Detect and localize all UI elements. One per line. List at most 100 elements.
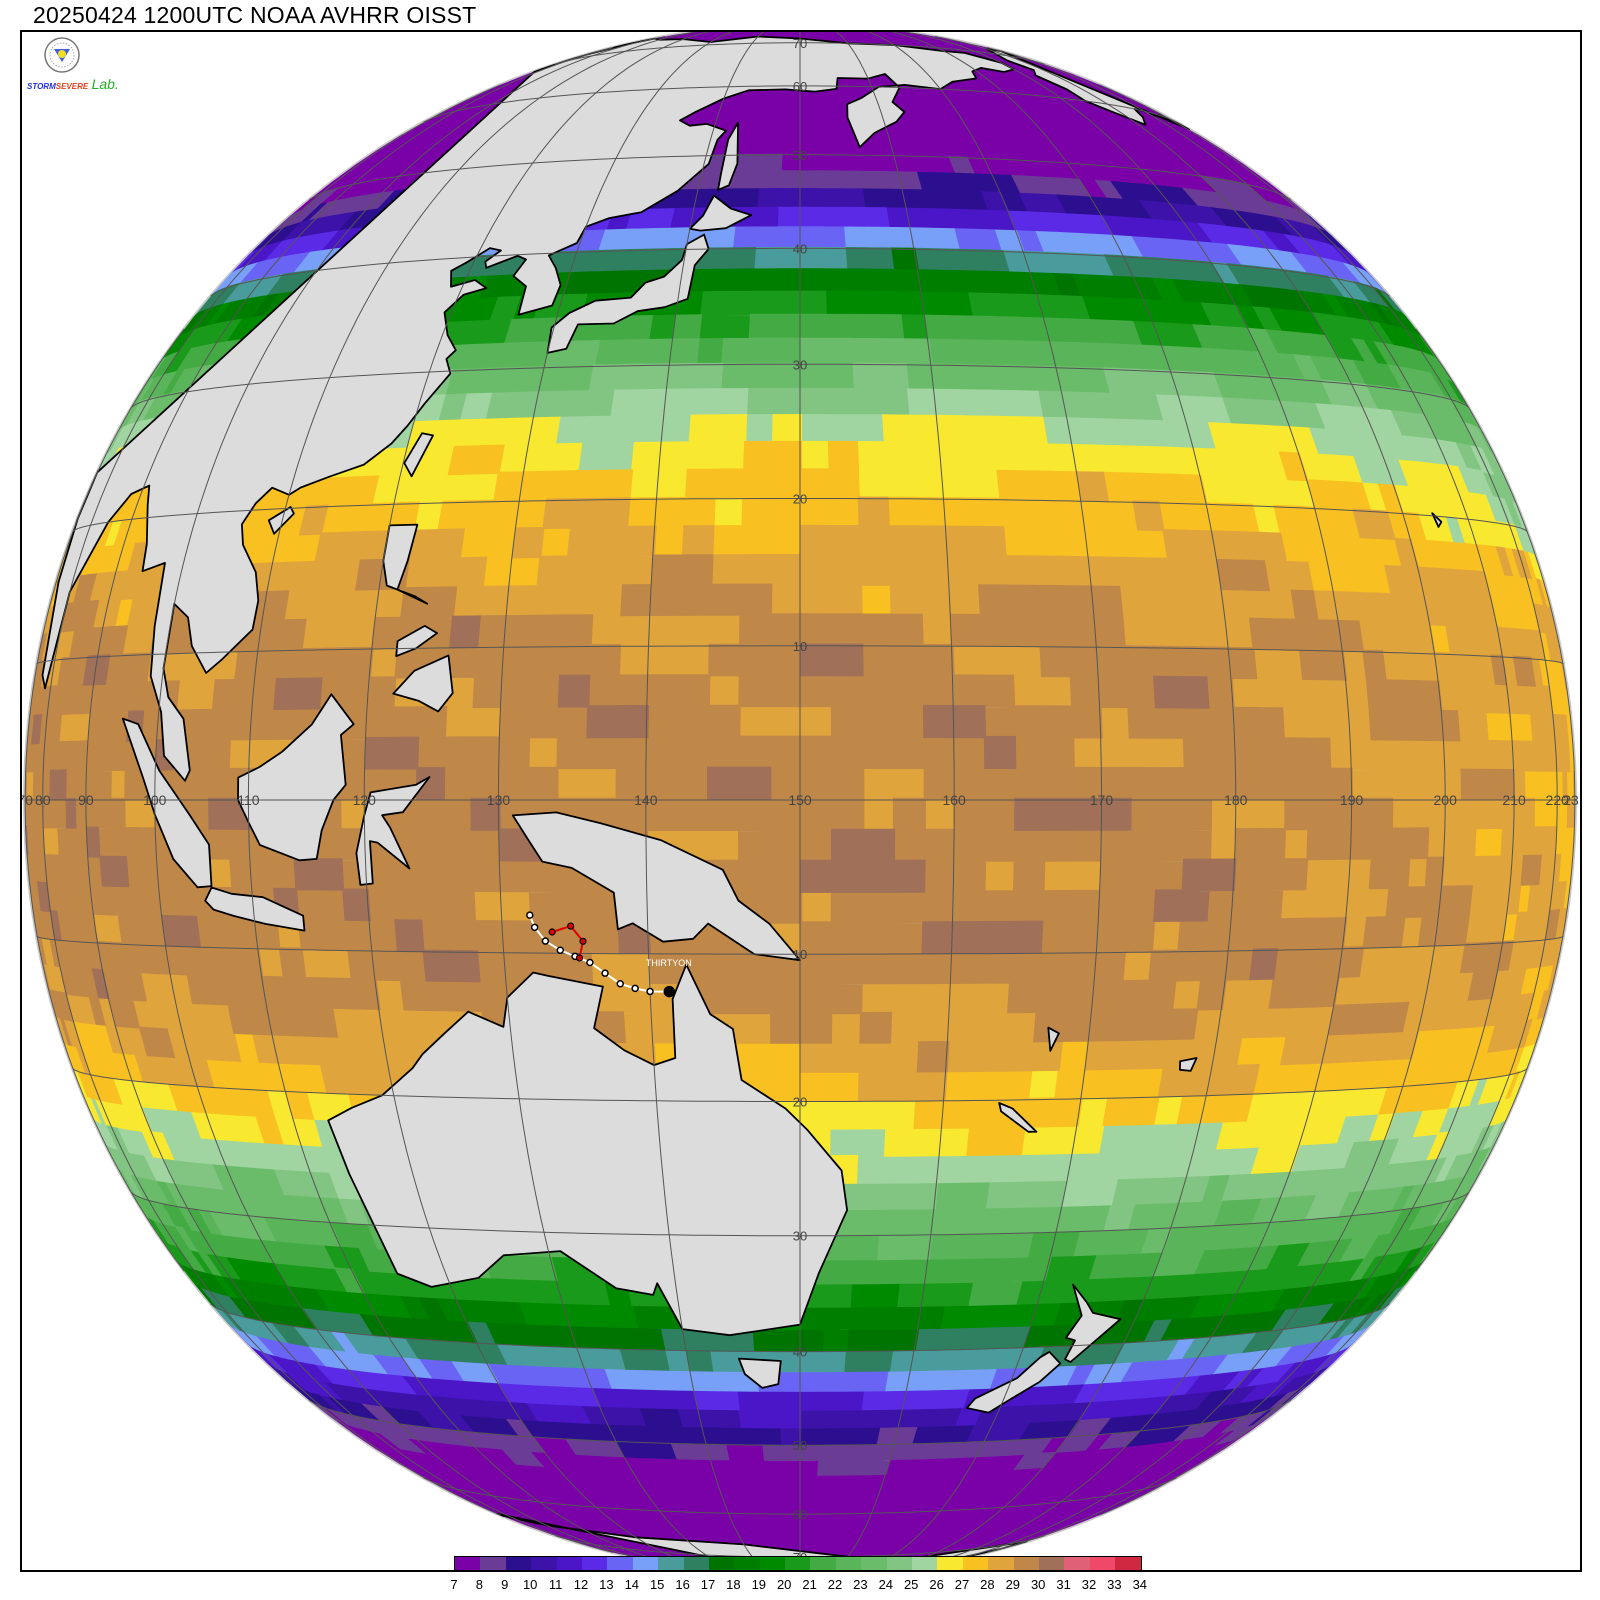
sst-band-28 (26, 471, 1576, 1102)
colorbar-label: 25 (903, 1577, 919, 1592)
colorbar-label: 24 (878, 1577, 894, 1592)
lon-label: 110 (237, 792, 260, 808)
sst-band-7 (287, 31, 1313, 1569)
land-vanuatu (1047, 1026, 1060, 1052)
lab-logo-seal-icon (44, 37, 80, 73)
lon-label: 170 (1090, 792, 1114, 808)
land-masses (41, 35, 1443, 1569)
lat-label: 50 (793, 1438, 807, 1453)
parallel--30 (130, 1191, 1470, 1237)
colorbar-swatch (962, 1557, 989, 1570)
colorbar-label: 30 (1030, 1577, 1046, 1592)
land-taiwan (403, 432, 434, 478)
land-hokkaido (688, 194, 753, 232)
parallel-30 (130, 363, 1470, 409)
track-point (541, 937, 550, 945)
parallel--20 (72, 1067, 1528, 1102)
parallel-20 (72, 498, 1528, 533)
lon-label: 140 (634, 792, 658, 808)
colorbar-label: 20 (776, 1577, 792, 1592)
lon-label: 120 (353, 792, 377, 808)
lon-label: 100 (143, 792, 167, 808)
land-fiji (1179, 1057, 1198, 1072)
colorbar-label: 9 (501, 1577, 509, 1592)
land-new-caledonia (998, 1102, 1038, 1133)
graticule-labels: 70 80 90 100 110 120 130 140 150 160 170 180 190 200 2… (17, 18, 1587, 1565)
lon-label: 200 (1434, 792, 1458, 808)
track-point-red (567, 922, 575, 930)
parallel-70 (555, 42, 1045, 65)
graticule (24, 31, 1576, 1569)
colorbar-swatch (683, 1557, 709, 1570)
colorbar-swatch (734, 1557, 760, 1570)
lat-label: 70 (793, 36, 807, 51)
colorbar-label: 16 (675, 1577, 690, 1592)
lon-label: 150 (788, 792, 812, 808)
parallel--60 (423, 1477, 1177, 1515)
lat-label: 30 (793, 1229, 807, 1244)
land-sakhalin (717, 121, 739, 191)
colorbar-label: 33 (1107, 1577, 1122, 1592)
track-point (586, 958, 594, 967)
colorbar-swatch (480, 1557, 506, 1570)
colorbar-swatch (1013, 1557, 1039, 1570)
colorbar-label: 8 (475, 1577, 484, 1592)
parallel-60 (423, 85, 1177, 123)
colorbar-swatch (759, 1557, 786, 1570)
parallel--40 (210, 1303, 1390, 1353)
lon-label: 80 (35, 792, 51, 808)
lon-label: 230 (1563, 792, 1587, 808)
colorbar-label: 23 (853, 1577, 868, 1592)
land-tasmania (738, 1357, 782, 1389)
track-point (616, 980, 624, 988)
lon-label: 180 (1224, 792, 1248, 808)
land-sumatra (121, 717, 213, 889)
colorbar-swatch (1089, 1557, 1116, 1570)
track-point (663, 985, 676, 998)
colorbar-swatch (505, 1557, 532, 1570)
lat-label: 10 (793, 639, 807, 654)
lon-label: 130 (487, 792, 511, 808)
colorbar-swatch (937, 1557, 963, 1570)
lat-label: 30 (793, 357, 807, 372)
colorbar-label: 17 (700, 1577, 716, 1592)
colorbar-swatch (607, 1557, 633, 1570)
colorbar-label: 32 (1081, 1577, 1097, 1592)
colorbar-label: 34 (1132, 1577, 1148, 1592)
colorbar-label: 27 (954, 1577, 970, 1592)
colorbar-swatch (531, 1557, 557, 1570)
sst-band-25 (87, 388, 1537, 1211)
colorbar-label: 22 (827, 1577, 843, 1592)
lat-label: 40 (793, 1345, 807, 1360)
track-point (646, 987, 654, 996)
colorbar (454, 1556, 1142, 1571)
colorbar-swatch (861, 1557, 887, 1570)
colorbar-label: 21 (802, 1577, 817, 1592)
map-frame (20, 30, 1582, 1572)
parallel-40 (210, 247, 1390, 297)
track-point (530, 923, 539, 932)
colorbar-swatch (632, 1557, 659, 1570)
parallel--10 (36, 935, 1564, 955)
lat-label: 80 (793, 18, 807, 33)
colorbar-label: 28 (980, 1577, 995, 1592)
colorbar-label: 13 (599, 1577, 614, 1592)
colorbar-label: 26 (929, 1577, 944, 1592)
colorbar-swatch (581, 1557, 608, 1570)
land-nz-north (1064, 1283, 1122, 1363)
lon-label: 90 (78, 792, 94, 808)
colorbar-label: 15 (649, 1577, 665, 1592)
colorbar-swatch (1064, 1557, 1090, 1570)
land-australia (327, 963, 848, 1337)
cyclone-track: THIRTYON (526, 911, 692, 998)
lat-label: 60 (793, 1507, 807, 1522)
lon-label: 70 (17, 792, 33, 808)
colorbar-swatch (658, 1557, 684, 1570)
colorbar-swatch (1038, 1557, 1065, 1570)
track-line-red (551, 924, 585, 959)
colorbar-swatch (708, 1557, 735, 1570)
track-point-red (575, 954, 584, 962)
parallel-10 (36, 645, 1564, 665)
colorbar-swatch (835, 1557, 862, 1570)
colorbar-swatch (455, 1557, 481, 1570)
